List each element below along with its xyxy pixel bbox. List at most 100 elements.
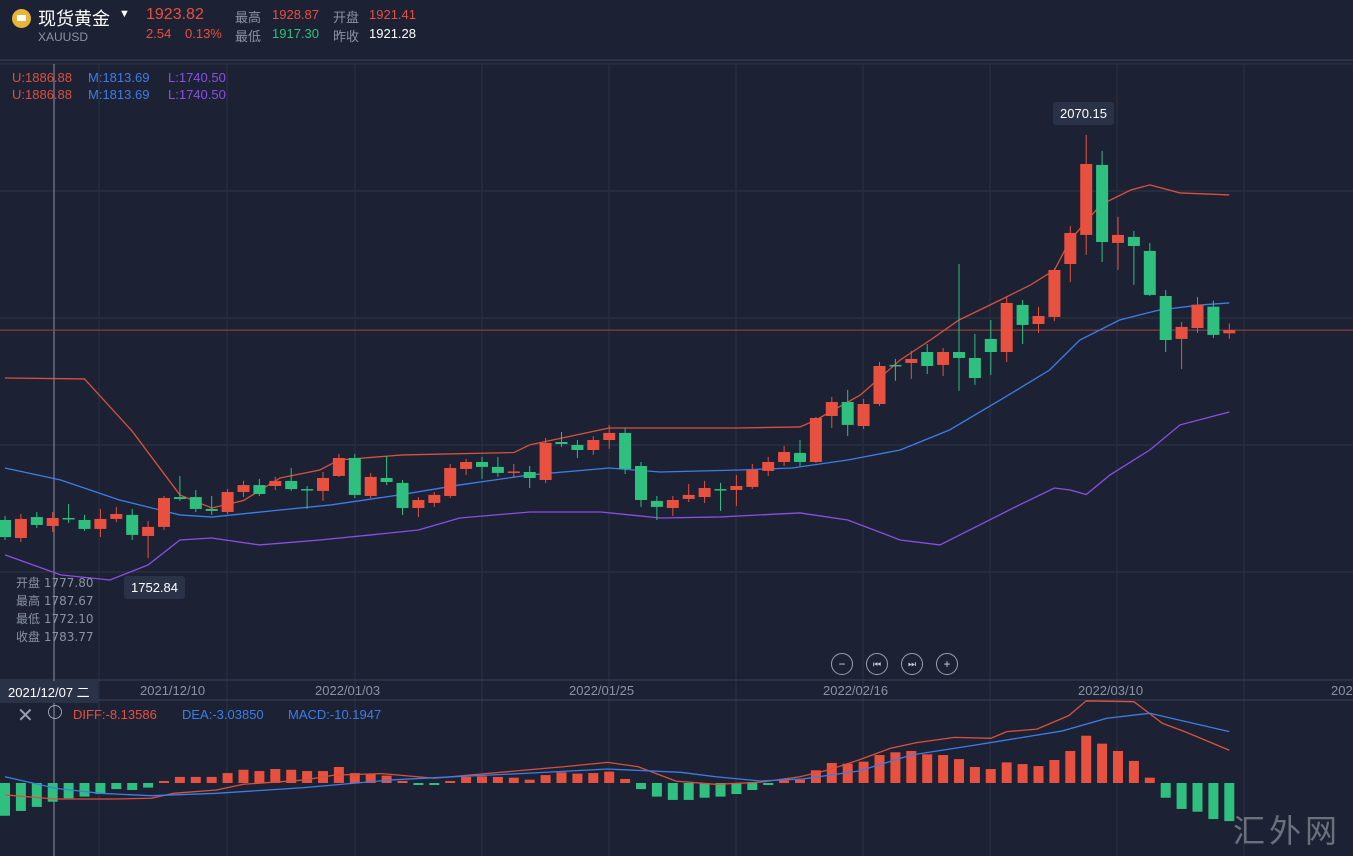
candle-up bbox=[110, 513, 123, 519]
x-tick-label: 202 bbox=[1331, 683, 1353, 698]
candle-down bbox=[794, 452, 806, 462]
chevron-down-icon[interactable]: ▼ bbox=[119, 8, 130, 20]
candle-up bbox=[1080, 163, 1093, 235]
candle-down bbox=[635, 465, 647, 500]
macd-histogram-bar bbox=[795, 779, 805, 783]
open-label: 开盘 bbox=[333, 11, 360, 26]
candle-up bbox=[746, 469, 759, 487]
candle-down bbox=[555, 441, 568, 444]
watermark: 汇外网 bbox=[1232, 812, 1341, 850]
macd-histogram-bar bbox=[413, 783, 424, 786]
settings-icon[interactable] bbox=[48, 705, 62, 719]
candle-down bbox=[348, 457, 361, 495]
macd-histogram-bar bbox=[1113, 750, 1123, 783]
macd-histogram-bar bbox=[349, 773, 360, 783]
crosshair-close: 收盘 1783.77 bbox=[16, 628, 93, 645]
boll-lower-value: L:1740.50 bbox=[168, 87, 226, 102]
macd-histogram-bar bbox=[906, 750, 917, 783]
candle-down bbox=[62, 517, 75, 520]
candle-down bbox=[491, 466, 504, 473]
macd-histogram-bar bbox=[47, 783, 58, 802]
boll-upper-value: U:1886.88 bbox=[12, 87, 72, 102]
macd-histogram-bar bbox=[779, 780, 790, 783]
zoom-out-button[interactable]: − bbox=[831, 653, 853, 675]
candle-up bbox=[158, 497, 170, 527]
boll-mid-value: M:1813.69 bbox=[88, 70, 150, 85]
candle-up bbox=[1191, 304, 1204, 328]
candle-down bbox=[953, 351, 965, 358]
price-change: 2.54 bbox=[146, 26, 172, 41]
candle-up bbox=[1064, 232, 1077, 264]
macd-histogram-bar bbox=[445, 780, 456, 783]
macd-histogram-bar bbox=[842, 763, 853, 783]
min-price-marker: 1752.84 bbox=[124, 576, 185, 599]
macd-histogram-bar bbox=[667, 783, 678, 800]
scroll-end-button[interactable]: ⏭ bbox=[901, 653, 923, 675]
candle-up bbox=[730, 485, 743, 490]
macd-histogram-bar bbox=[1208, 783, 1219, 820]
candle-down bbox=[889, 364, 902, 367]
candle-up bbox=[269, 480, 282, 486]
candle-up bbox=[778, 451, 791, 462]
candle-down bbox=[476, 461, 488, 467]
candle-down bbox=[1207, 306, 1220, 335]
macd-histogram-bar bbox=[429, 783, 440, 786]
macd-histogram-bar bbox=[95, 783, 106, 795]
candle-down bbox=[619, 432, 632, 469]
candle-up bbox=[873, 365, 886, 404]
macd-histogram-bar bbox=[1081, 735, 1092, 783]
scroll-start-button[interactable]: ⏮ bbox=[866, 653, 888, 675]
candle-up bbox=[237, 485, 250, 492]
macd-histogram-bar bbox=[461, 776, 472, 783]
instrument-title[interactable]: 现货黄金 bbox=[38, 9, 110, 30]
macd-histogram-bar bbox=[938, 755, 949, 783]
boll-lower-line bbox=[4, 411, 1230, 581]
gold-icon bbox=[12, 9, 31, 28]
candle-up bbox=[142, 526, 155, 536]
close-label: 收盘 bbox=[16, 630, 41, 644]
macd-histogram-bar bbox=[556, 772, 567, 783]
crosshair-open: 开盘 1777.80 bbox=[16, 574, 93, 591]
candle-down bbox=[396, 482, 409, 508]
candle-up bbox=[762, 461, 775, 471]
candle-up bbox=[428, 494, 441, 503]
macd-histogram-bar bbox=[969, 766, 980, 783]
candle-down bbox=[1159, 295, 1172, 340]
macd-histogram-bar bbox=[365, 773, 376, 783]
macd-histogram-bar bbox=[826, 762, 837, 783]
candle-down bbox=[1016, 304, 1029, 325]
candle-up bbox=[317, 477, 329, 491]
max-price-marker: 2070.15 bbox=[1053, 102, 1114, 125]
candle-up bbox=[587, 439, 600, 450]
macd-diff-line bbox=[4, 700, 1230, 800]
close-icon[interactable]: ✕ bbox=[17, 705, 34, 727]
macd-histogram-bar bbox=[254, 771, 265, 783]
candle-down bbox=[189, 497, 202, 509]
zoom-in-button[interactable]: + bbox=[936, 653, 958, 675]
high-label: 最高 bbox=[16, 594, 41, 608]
macd-histogram-bar bbox=[63, 783, 74, 799]
candle-down bbox=[205, 508, 218, 511]
macd-dea-value: DEA:-3.03850 bbox=[182, 707, 264, 722]
macd-histogram-bar bbox=[15, 783, 26, 811]
candle-down bbox=[1143, 250, 1156, 295]
prev-close-value: 1921.28 bbox=[369, 26, 416, 41]
candle-up bbox=[444, 467, 457, 496]
macd-histogram-bar bbox=[302, 771, 313, 783]
candle-up bbox=[364, 476, 377, 496]
macd-histogram-bar bbox=[143, 783, 154, 788]
macd-histogram-bar bbox=[588, 773, 599, 783]
candle-down bbox=[285, 480, 298, 490]
candle-down bbox=[523, 471, 536, 478]
candle-up bbox=[1000, 302, 1013, 352]
macd-histogram-bar bbox=[1049, 760, 1060, 783]
candle-down bbox=[968, 357, 981, 378]
macd-histogram-bar bbox=[954, 759, 964, 783]
candle-up bbox=[1223, 330, 1236, 334]
instrument-symbol: XAUUSD bbox=[38, 30, 89, 44]
macd-histogram-bar bbox=[731, 783, 742, 795]
macd-histogram-bar bbox=[763, 783, 774, 786]
macd-histogram-bar bbox=[492, 776, 503, 783]
open-value: 1777.80 bbox=[43, 576, 94, 590]
